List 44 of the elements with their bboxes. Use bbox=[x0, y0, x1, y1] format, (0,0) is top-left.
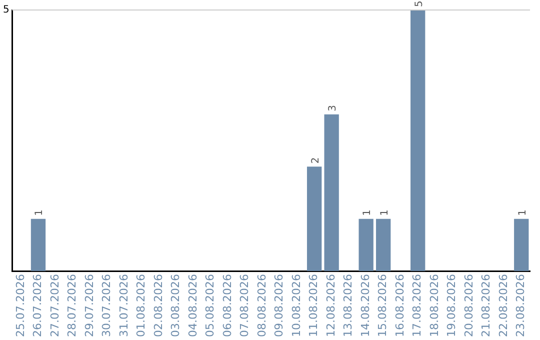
x-tick-label: 18.08.2026 bbox=[428, 274, 441, 338]
x-tick-label: 17.08.2026 bbox=[410, 274, 424, 338]
data-label: 2 bbox=[310, 157, 322, 164]
x-tick-label: 13.08.2026 bbox=[342, 274, 355, 338]
x-tick-label: 06.08.2026 bbox=[220, 274, 234, 338]
x-tick-label: 11.08.2026 bbox=[307, 274, 320, 338]
data-label: 3 bbox=[328, 105, 339, 112]
x-tick-label: 28.07.2026 bbox=[66, 274, 79, 338]
x-tick-label: 15.08.2026 bbox=[376, 274, 390, 338]
x-tick-label: 26.07.2026 bbox=[31, 274, 44, 338]
data-label: 1 bbox=[34, 209, 46, 216]
bar bbox=[358, 218, 374, 272]
x-tick-label: 22.08.2026 bbox=[496, 274, 510, 338]
bar bbox=[376, 218, 391, 272]
x-tick-label: 01.08.2026 bbox=[134, 274, 148, 338]
x-tick-label: 05.08.2026 bbox=[204, 274, 217, 338]
x-tick-label: 12.08.2026 bbox=[324, 274, 338, 338]
x-tick-label: 23.08.2026 bbox=[514, 274, 528, 338]
x-tick-label: 04.08.2026 bbox=[186, 274, 200, 338]
data-label: 1 bbox=[517, 209, 528, 216]
x-tick-label: 20.08.2026 bbox=[462, 274, 476, 338]
x-tick-label: 25.07.2026 bbox=[14, 274, 27, 338]
x-tick-label: 03.08.2026 bbox=[169, 274, 182, 338]
x-tick-label: 10.08.2026 bbox=[290, 274, 303, 338]
bar bbox=[324, 114, 339, 272]
x-tick-label: 21.08.2026 bbox=[480, 274, 493, 338]
x-tick-label: 30.07.2026 bbox=[100, 274, 114, 338]
data-label: 5 bbox=[414, 0, 425, 7]
x-tick-label: 08.08.2026 bbox=[255, 274, 268, 338]
x-tick-label: 29.07.2026 bbox=[82, 274, 96, 338]
bar bbox=[306, 166, 322, 272]
bar bbox=[30, 218, 46, 272]
x-tick-label: 16.08.2026 bbox=[393, 274, 406, 338]
x-tick-label: 14.08.2026 bbox=[358, 274, 372, 338]
data-label: 1 bbox=[379, 209, 390, 216]
x-tick-label: 07.08.2026 bbox=[238, 274, 252, 338]
x-tick-label: 27.07.2026 bbox=[48, 274, 62, 338]
x-tick-label: 09.08.2026 bbox=[272, 274, 286, 338]
bar bbox=[514, 218, 529, 272]
x-tick-label: 31.07.2026 bbox=[117, 274, 130, 338]
bar bbox=[410, 10, 426, 272]
data-label: 1 bbox=[362, 209, 374, 216]
x-tick-label: 19.08.2026 bbox=[445, 274, 458, 338]
x-tick-label: 02.08.2026 bbox=[152, 274, 165, 338]
